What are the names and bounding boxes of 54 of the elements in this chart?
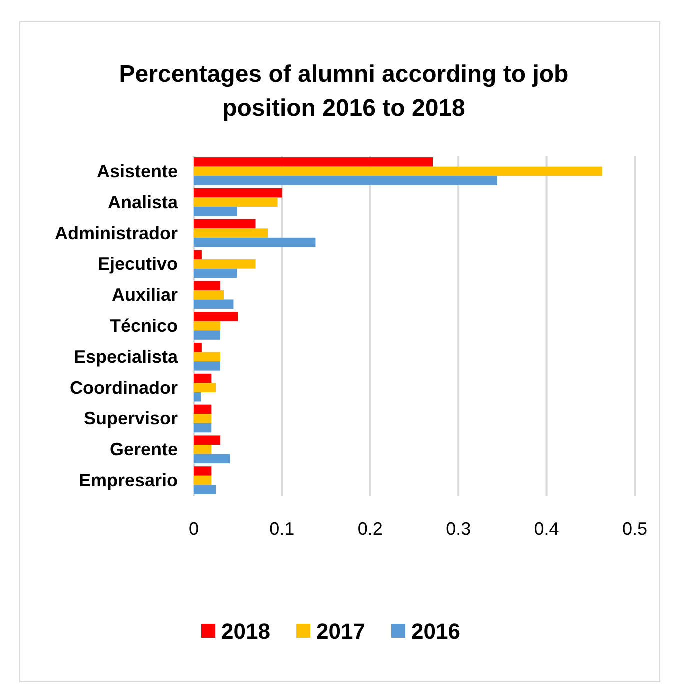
bar	[194, 238, 316, 248]
x-tick-label: 0.2	[358, 519, 383, 539]
bar	[194, 207, 238, 216]
x-tick-label: 0	[188, 519, 200, 539]
y-tick-label: Coordinador	[70, 378, 178, 398]
bar	[194, 228, 268, 238]
bar	[194, 158, 434, 167]
y-tick-label: Especialista	[74, 346, 179, 367]
bar	[194, 321, 220, 331]
y-tick-label: Técnico	[110, 316, 178, 336]
bar	[194, 374, 212, 384]
bar	[194, 166, 602, 176]
bar	[194, 343, 202, 352]
x-tick-label: 0.5	[622, 519, 648, 539]
bar	[194, 250, 202, 260]
bar	[194, 260, 256, 269]
y-tick-label: Empresario	[78, 470, 178, 491]
bar	[194, 352, 220, 362]
bar	[194, 188, 282, 198]
y-tick-label: Administrador	[54, 223, 178, 244]
bar	[194, 362, 220, 371]
y-tick-label: Analista	[108, 192, 179, 212]
x-tick-label: 0.4	[534, 519, 560, 539]
bar	[194, 312, 238, 322]
legend-label: 2018	[222, 619, 270, 644]
bar	[194, 290, 224, 300]
bar	[194, 436, 220, 445]
bar	[194, 466, 212, 476]
y-tick-label: Auxiliar	[112, 285, 178, 306]
y-tick-label: Supervisor	[84, 408, 178, 429]
y-tick-label: Gerente	[110, 440, 178, 460]
bar	[194, 268, 238, 278]
legend-label: 2017	[316, 619, 366, 644]
x-tick-label: 0.1	[270, 519, 295, 539]
bar	[194, 300, 234, 309]
bar	[194, 454, 230, 464]
y-tick-label: Ejecutivo	[98, 254, 178, 274]
bar	[194, 330, 220, 340]
y-tick-label: Asistente	[96, 161, 178, 182]
x-tick-label: 0.3	[446, 519, 472, 539]
bar	[194, 281, 220, 290]
bar	[194, 423, 212, 433]
bar	[194, 383, 216, 392]
bar	[194, 445, 212, 454]
bar	[194, 476, 212, 486]
legend-label: 2016	[412, 619, 460, 644]
bar	[194, 219, 256, 229]
bar	[194, 414, 212, 424]
bar	[194, 198, 278, 207]
bar	[194, 176, 498, 186]
bar	[194, 392, 202, 402]
bar	[194, 404, 212, 414]
chart-title: Percentages of alumni according to job position 2016 to 2018	[119, 61, 569, 122]
bar	[194, 485, 216, 494]
